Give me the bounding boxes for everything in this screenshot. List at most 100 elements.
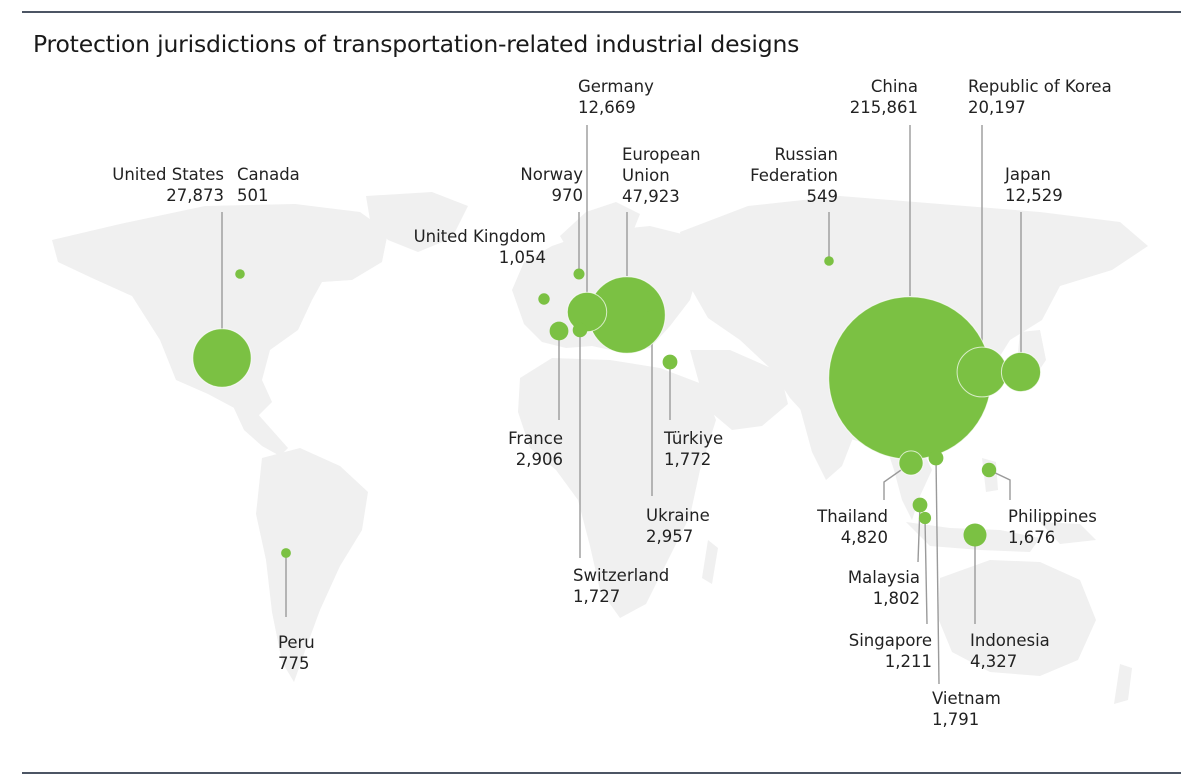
bubble-switzerland [572, 322, 588, 338]
label-indonesia: Indonesia 4,327 [970, 631, 1050, 671]
label-switzerland: Switzerland 1,727 [573, 566, 669, 606]
bubble-philippines [981, 462, 997, 478]
label-value-canada: 501 [237, 186, 269, 205]
label-value-malaysia: 1,802 [873, 589, 920, 608]
label-name-malaysia: Malaysia [848, 568, 920, 587]
top-rule [22, 11, 1181, 13]
label-malaysia: Malaysia 1,802 [848, 568, 920, 608]
label-value-philippines: 1,676 [1008, 528, 1055, 547]
label-name-ukraine: Ukraine [646, 506, 710, 525]
label-germany: Germany 12,669 [578, 77, 654, 117]
land-new-guinea [1040, 522, 1096, 544]
label-value-norway: 970 [552, 186, 584, 205]
land-africa [518, 358, 716, 618]
label-name-european-union: Union [622, 166, 670, 185]
label-republic-of-korea: Republic of Korea 20,197 [968, 77, 1112, 117]
label-name-switzerland: Switzerland [573, 566, 669, 585]
label-name-japan: Japan [1004, 165, 1051, 184]
label-name-united-states: United States [112, 165, 224, 184]
land-south-america [256, 448, 368, 682]
label-united-states: United States 27,873 [112, 165, 224, 205]
bubble-malaysia [912, 497, 928, 513]
label-value-turkiye: 1,772 [664, 450, 711, 469]
label-name-philippines: Philippines [1008, 507, 1097, 526]
label-european-union: European Union 47,923 [622, 145, 701, 206]
bubble-republic-of-korea [956, 346, 1008, 398]
bubble-norway [573, 268, 585, 280]
bubble-singapore [918, 511, 932, 525]
label-value-thailand: 4,820 [841, 528, 888, 547]
label-value-germany: 12,669 [578, 98, 636, 117]
bubble-russian-federation [824, 256, 834, 266]
label-name-united-kingdom: United Kingdom [414, 227, 546, 246]
label-singapore: Singapore 1,211 [849, 631, 932, 671]
land-madagascar [702, 540, 718, 584]
label-value-european-union: 47,923 [622, 187, 680, 206]
land-north-america [52, 204, 388, 416]
label-name-russian-federation: Federation [750, 166, 838, 185]
label-name-china: China [871, 77, 918, 96]
label-name-european-union: European [622, 145, 701, 164]
bubble-ukraine [642, 310, 662, 330]
leader-malaysia [917, 504, 921, 563]
label-peru: Peru 775 [278, 633, 315, 673]
label-value-peru: 775 [278, 654, 310, 673]
label-value-united-kingdom: 1,054 [499, 248, 546, 267]
leader-vietnam [935, 457, 940, 685]
label-value-indonesia: 4,327 [970, 652, 1017, 671]
bubble-united-states [192, 328, 252, 388]
label-value-france: 2,906 [516, 450, 563, 469]
label-canada: Canada 501 [237, 165, 300, 205]
bubble-thailand [898, 450, 924, 476]
label-norway: Norway 970 [520, 165, 583, 205]
bubble-france [549, 321, 569, 341]
bubble-peru [281, 548, 291, 558]
land-greenland [366, 192, 468, 252]
bubble-vietnam [928, 450, 944, 466]
label-ukraine: Ukraine 2,957 [646, 506, 710, 546]
bubble-japan [1000, 351, 1042, 393]
label-name-singapore: Singapore [849, 631, 932, 650]
label-vietnam: Vietnam 1,791 [932, 689, 1001, 729]
label-name-thailand: Thailand [816, 507, 888, 526]
label-value-china: 215,861 [850, 98, 918, 117]
bubble-turkiye [662, 354, 678, 370]
label-name-indonesia: Indonesia [970, 631, 1050, 650]
label-name-turkiye: Türkiye [663, 429, 723, 448]
label-name-norway: Norway [520, 165, 583, 184]
label-value-japan: 12,529 [1005, 186, 1063, 205]
label-value-russian-federation: 549 [807, 187, 839, 206]
label-value-switzerland: 1,727 [573, 587, 620, 606]
label-name-germany: Germany [578, 77, 654, 96]
label-china: China 215,861 [850, 77, 918, 117]
label-value-singapore: 1,211 [885, 652, 932, 671]
label-russian-federation: Russian Federation 549 [750, 145, 838, 206]
label-value-vietnam: 1,791 [932, 710, 979, 729]
land-central-america [232, 404, 288, 456]
label-value-ukraine: 2,957 [646, 527, 693, 546]
leader-singapore [924, 517, 928, 625]
land-new-zealand [1114, 664, 1132, 704]
label-value-united-states: 27,873 [166, 186, 224, 205]
label-philippines: Philippines 1,676 [1008, 507, 1097, 547]
land-scandinavia [560, 202, 640, 256]
label-name-vietnam: Vietnam [932, 689, 1001, 708]
label-turkiye: Türkiye 1,772 [663, 429, 723, 469]
bubble-germany [566, 291, 608, 333]
bubble-indonesia [963, 523, 987, 547]
label-value-republic-of-korea: 20,197 [968, 98, 1026, 117]
label-name-canada: Canada [237, 165, 300, 184]
world-landmass [52, 192, 1148, 704]
leader-philippines [988, 469, 1011, 500]
land-australia [938, 560, 1096, 676]
label-name-russian-federation: Russian [774, 145, 838, 164]
label-name-republic-of-korea: Republic of Korea [968, 77, 1112, 96]
label-united-kingdom: United Kingdom 1,054 [414, 227, 546, 267]
bottom-rule [22, 772, 1181, 774]
label-france: France 2,906 [508, 429, 563, 469]
bubble-united-kingdom [538, 293, 550, 305]
label-name-france: France [508, 429, 563, 448]
label-name-peru: Peru [278, 633, 315, 652]
map-title: Protection jurisdictions of transportati… [33, 30, 800, 58]
